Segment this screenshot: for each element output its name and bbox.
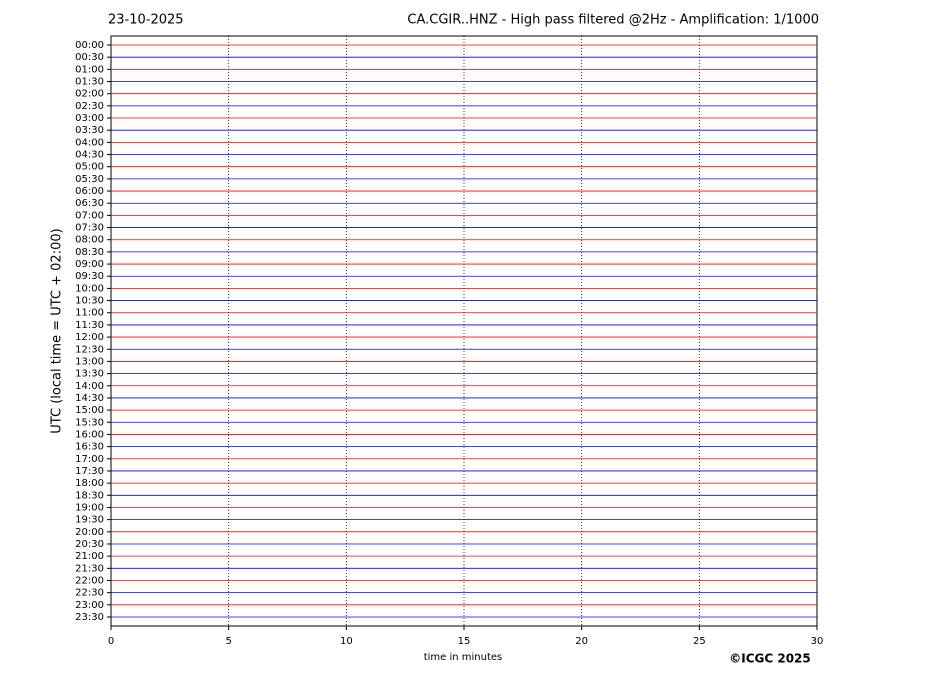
y-tick-label: 03:00 [75,113,104,124]
y-tick-label: 12:30 [75,344,104,355]
y-tick-label: 02:30 [75,101,104,112]
x-tick-label: 20 [575,636,588,647]
y-tick-label: 05:00 [75,162,104,173]
y-tick-label: 09:00 [75,259,104,270]
x-tick-label: 5 [225,636,231,647]
y-tick-label: 13:30 [75,369,104,380]
y-tick-label: 02:00 [75,89,104,100]
x-tick-label: 10 [340,636,353,647]
y-tick-label: 06:30 [75,198,104,209]
y-tick-label: 00:30 [75,52,104,63]
x-tick-label: 30 [811,636,824,647]
y-tick-label: 18:00 [75,478,104,489]
chart-date: 23-10-2025 [108,13,184,28]
y-tick-label: 15:00 [75,405,104,416]
y-tick-label: 23:00 [75,600,104,611]
y-tick-label: 06:00 [75,186,104,197]
y-tick-label: 22:30 [75,588,104,599]
y-tick-label: 17:00 [75,454,104,465]
x-axis-label: time in minutes [424,652,503,663]
y-tick-label: 00:00 [75,40,104,51]
y-tick-label: 04:30 [75,150,104,161]
y-tick-label: 01:30 [75,77,104,88]
x-tick-label: 0 [108,636,114,647]
y-tick-label: 14:00 [75,381,104,392]
y-tick-label: 11:00 [75,308,104,319]
y-tick-label: 07:30 [75,223,104,234]
y-tick-label: 21:30 [75,563,104,574]
y-tick-label: 15:30 [75,417,104,428]
y-tick-label: 21:00 [75,551,104,562]
y-tick-label: 08:30 [75,247,104,258]
y-tick-label: 11:30 [75,320,104,331]
y-tick-label: 13:00 [75,356,104,367]
x-tick-label: 15 [458,636,471,647]
y-tick-label: 14:30 [75,393,104,404]
y-tick-label: 08:00 [75,235,104,246]
y-tick-label: 19:00 [75,502,104,513]
y-tick-label: 09:30 [75,271,104,282]
y-tick-label: 18:30 [75,490,104,501]
y-tick-label: 10:30 [75,296,104,307]
x-tick-label: 25 [693,636,706,647]
y-tick-label: 20:00 [75,527,104,538]
copyright: ©ICGC 2025 [729,652,811,666]
y-tick-label: 12:00 [75,332,104,343]
chart-title: CA.CGIR..HNZ - High pass filtered @2Hz -… [407,13,819,28]
y-tick-label: 07:00 [75,210,104,221]
y-tick-label: 23:30 [75,612,104,623]
y-tick-label: 16:30 [75,442,104,453]
y-tick-label: 17:30 [75,466,104,477]
y-tick-label: 03:30 [75,125,104,136]
y-axis-label: UTC (local time = UTC + 02:00) [50,228,65,433]
y-tick-label: 04:00 [75,137,104,148]
y-tick-label: 20:30 [75,539,104,550]
y-tick-label: 01:00 [75,64,104,75]
y-tick-label: 05:30 [75,174,104,185]
y-tick-label: 22:00 [75,575,104,586]
y-tick-label: 19:30 [75,515,104,526]
y-tick-label: 10:00 [75,283,104,294]
y-tick-label: 16:00 [75,429,104,440]
